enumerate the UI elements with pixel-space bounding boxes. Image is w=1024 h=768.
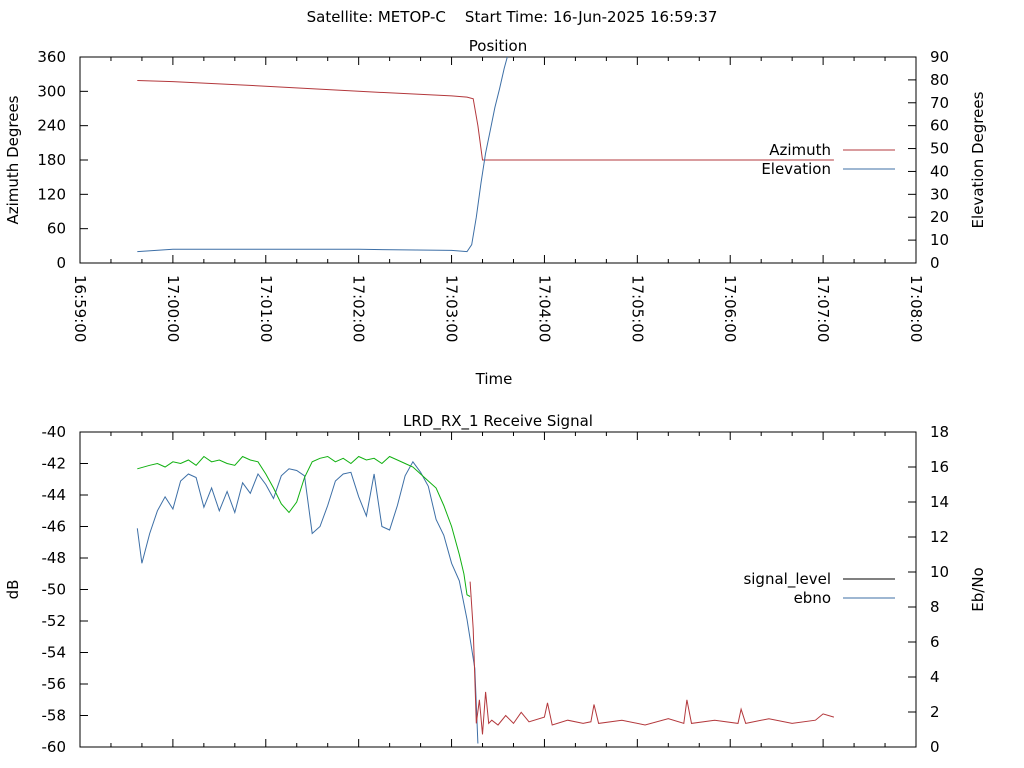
y2-tick-label: 8	[930, 598, 940, 616]
y2-tick-label: 90	[930, 48, 949, 66]
x-tick-label: 17:04:00	[535, 275, 553, 342]
y2-tick-label: 10	[930, 231, 949, 249]
y2-axis-label: Elevation Degrees	[969, 91, 987, 228]
chart-title: Position	[469, 37, 527, 55]
position-chart: Position 0 60 120 180 240 300 360 0 10 20 30 40 50 60 7…	[4, 37, 987, 388]
y2-tick-label: 70	[930, 94, 949, 112]
x-tick-label: 16:59:00	[71, 275, 89, 342]
legend-label: Azimuth	[769, 141, 831, 159]
y2-tick-label: 18	[930, 423, 949, 441]
y-tick-label: -56	[42, 675, 67, 693]
y-axis-label: dB	[4, 580, 22, 600]
ebno-series-line	[136, 460, 479, 744]
y2-tick-label: 0	[930, 254, 940, 272]
plot-frame	[79, 431, 917, 748]
y2-axis-label: Eb/No	[969, 567, 987, 611]
y-tick-label: -58	[42, 707, 67, 725]
x-tick-label: 17:07:00	[814, 275, 832, 342]
x-tick-label: 17:08:00	[907, 275, 925, 342]
x-axis-label: Time	[475, 370, 513, 388]
legend-label: signal_level	[743, 570, 831, 589]
receive-signal-chart: LRD_RX_1 Receive Signal -60 -58 -56 -54 -52 -5…	[4, 412, 987, 756]
x-tick-label: 17:06:00	[721, 275, 739, 342]
y-tick-label: 180	[37, 151, 66, 169]
y2-tick-label: 4	[930, 668, 940, 686]
y-tick-label: -42	[42, 455, 67, 473]
chart-title: LRD_RX_1 Receive Signal	[403, 412, 593, 431]
y-tick-label: -50	[42, 581, 67, 599]
x-tick-label: 17:01:00	[257, 275, 275, 342]
y2-tick-label: 2	[930, 703, 940, 721]
y-tick-label: 300	[37, 82, 66, 100]
trace-1-series-line	[137, 455, 471, 597]
y-tick-label: -60	[42, 738, 67, 756]
x-tick-label: 17:00:00	[164, 275, 182, 342]
y2-tick-label: 40	[930, 162, 949, 180]
page-title: Satellite: METOP-C Start Time: 16-Jun-20…	[306, 8, 718, 26]
y-tick-label: -40	[42, 423, 67, 441]
elevation-series-line	[137, 57, 508, 253]
y2-tick-label: 80	[930, 71, 949, 89]
y2-tick-label: 10	[930, 563, 949, 581]
y2-tick-label: 30	[930, 185, 949, 203]
y2-tick-label: 60	[930, 117, 949, 135]
azimuth-series-line	[137, 80, 834, 161]
y-tick-label: -52	[42, 612, 67, 630]
y-tick-label: 0	[56, 254, 66, 272]
y-tick-label: -44	[42, 486, 67, 504]
y-tick-label: -54	[42, 644, 67, 662]
x-tick-label: 17:05:00	[628, 275, 646, 342]
y2-tick-label: 20	[930, 208, 949, 226]
y-tick-label: -48	[42, 549, 67, 567]
y2-tick-label: 0	[930, 738, 940, 756]
legend-label: Elevation	[761, 160, 831, 178]
x-tick-label: 17:02:00	[350, 275, 368, 342]
y-tick-label: 120	[37, 185, 66, 203]
y2-tick-label: 12	[930, 528, 949, 546]
y-tick-label: 60	[47, 220, 66, 238]
x-tick-label: 17:03:00	[443, 275, 461, 342]
y-tick-label: 360	[37, 48, 66, 66]
y2-tick-label: 14	[930, 493, 949, 511]
y-axis-label: Azimuth Degrees	[4, 95, 22, 224]
y2-tick-label: 16	[930, 458, 949, 476]
legend-label: ebno	[794, 589, 831, 607]
y-tick-label: -46	[42, 518, 67, 536]
y2-tick-label: 50	[930, 140, 949, 158]
y-tick-label: 240	[37, 117, 66, 135]
signal_level-series-line	[469, 581, 835, 735]
y2-tick-label: 6	[930, 633, 940, 651]
